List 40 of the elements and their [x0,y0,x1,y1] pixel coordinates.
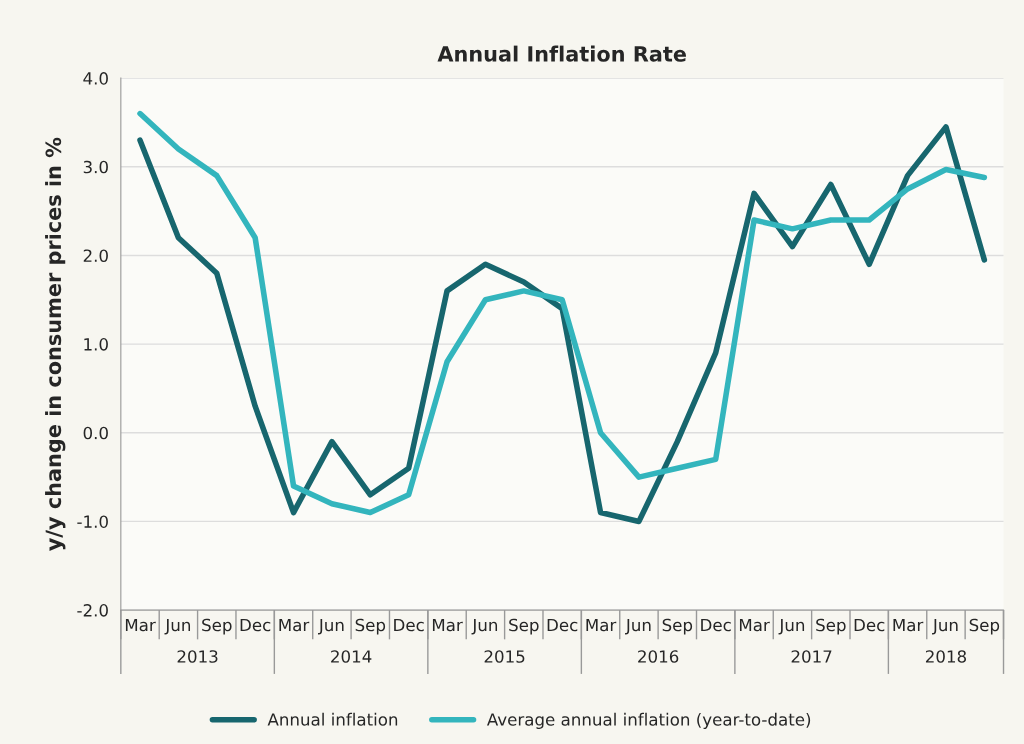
x-tick-label: Dec [854,618,885,632]
x-tick-label: Sep [662,618,693,635]
text: 2018 [925,650,967,663]
x-tick-label: Jun [625,618,651,635]
text: 2015 [484,650,525,663]
legend-label: Annual inflation [267,712,398,726]
legend-label: Average annual inflation (year-to-date) [486,712,811,729]
x-tick-label: Mar [893,618,924,632]
text: 2016 [638,650,679,663]
x-tick-label: Mar [739,618,770,632]
y-tick-label: -2.0 [77,604,108,617]
x-tick-label: Mar [432,618,463,632]
x-tick-label: Dec [240,618,271,632]
y-axis-title: y/y change in consumer prices in % [45,137,66,551]
x-tick-label: Jun [318,618,344,635]
text: 2014 [331,650,372,663]
x-tick-label: Dec [547,618,578,632]
chart-title: Annual Inflation Rate [437,45,686,62]
x-tick-label: Jun [164,618,190,635]
x-tick-label: Sep [355,618,386,635]
x-tick-label: Jun [932,618,958,635]
y-tick-label: -1.0 [77,515,108,528]
y-tick-label: 1.0 [84,338,108,351]
y-tick-label: 4.0 [83,72,108,85]
x-tick-label: Sep [816,618,846,635]
x-tick-label: Jun [778,618,805,635]
x-tick-label: Sep [202,618,232,635]
y-tick-label: 3.0 [83,160,108,174]
y-tick-label: 0.0 [83,426,108,440]
x-tick-label: Dec [394,618,424,632]
x-tick-label: Jun [471,618,498,635]
text: 2017 [791,650,832,663]
text: 2013 [177,650,218,663]
x-tick-label: Mar [279,618,310,632]
x-tick-label: Mar [586,618,617,632]
y-tick-label: 2.0 [83,249,108,263]
x-tick-label: Sep [509,618,539,635]
x-tick-label: Mar [125,618,156,632]
x-tick-label: Dec [701,618,731,632]
x-tick-label: Sep [969,618,1000,635]
